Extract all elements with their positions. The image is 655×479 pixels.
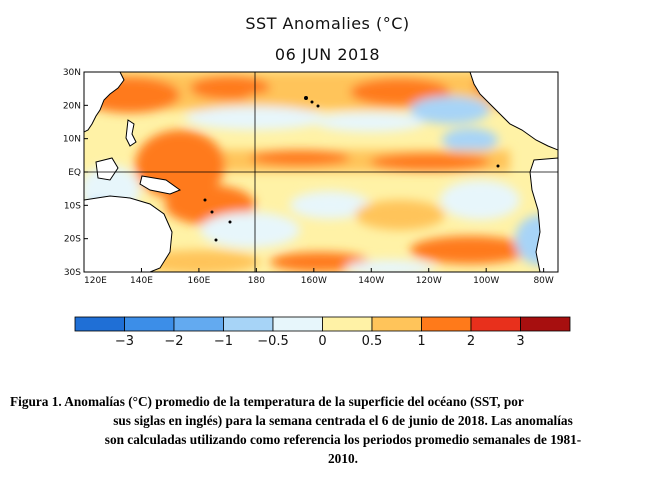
borneo bbox=[95, 157, 119, 181]
map-date: 06 JUN 2018 bbox=[274, 45, 381, 64]
colorbar-label: 0 bbox=[318, 334, 326, 349]
colorbar-swatch bbox=[421, 316, 472, 332]
lat-tick-label: 20N bbox=[63, 101, 81, 111]
lat-tick-label: 10N bbox=[63, 135, 81, 145]
colorbar: −3 −2 −1 −0.5 0 0.5 1 2 3 bbox=[74, 316, 571, 349]
lat-tick-label: 30N bbox=[63, 68, 81, 78]
colorbar-swatch bbox=[124, 316, 175, 332]
colorbar-label: 1 bbox=[417, 334, 425, 349]
colorbar-label: 2 bbox=[467, 334, 475, 349]
colorbar-label: −2 bbox=[164, 334, 183, 349]
caption-line-2: sus siglas en inglés) para la semana cen… bbox=[113, 413, 573, 428]
americas bbox=[469, 72, 558, 151]
colorbar-swatch bbox=[74, 316, 125, 332]
colorbar-swatch bbox=[272, 316, 323, 332]
colorbar-swatch bbox=[223, 316, 274, 332]
lon-tick-label: 140E bbox=[130, 276, 153, 286]
colorbar-label: 0.5 bbox=[362, 334, 383, 349]
latitude-ticks: 30N 20N 10N EQ 10S 20S 30S bbox=[63, 68, 88, 278]
caption-line-1: Figura 1. Anomalías (°C) promedio de la … bbox=[10, 394, 524, 409]
land-masses bbox=[84, 72, 558, 272]
colorbar-swatch bbox=[173, 316, 224, 332]
lon-tick-label: 160W bbox=[301, 276, 327, 286]
colorbar-swatch bbox=[470, 316, 521, 332]
lon-tick-label: 180 bbox=[248, 276, 265, 286]
lon-tick-label: 100W bbox=[473, 276, 499, 286]
colorbar-label: −3 bbox=[115, 334, 134, 349]
longitude-ticks: 120E 140E 160E 180 160W 140W 120W 100W 80W bbox=[83, 268, 554, 286]
colorbar-swatch bbox=[371, 316, 422, 332]
australia bbox=[84, 195, 173, 272]
lon-tick-label: 120E bbox=[84, 276, 107, 286]
map-title: SST Anomalies (°C) bbox=[245, 14, 410, 33]
lon-tick-label: 140W bbox=[358, 276, 384, 286]
lat-tick-label: EQ bbox=[68, 168, 81, 178]
caption-line-4: 2010. bbox=[328, 451, 358, 466]
caption-line-3: son calculadas utilizando como referenci… bbox=[104, 432, 582, 447]
lon-tick-label: 80W bbox=[533, 276, 553, 286]
sst-anomaly-map: 30N 20N 10N EQ 10S 20S 30S 120E 140E 160E 180 160W… bbox=[63, 68, 571, 349]
figure-caption: Figura 1. Anomalías (°C) promedio de la … bbox=[10, 392, 640, 468]
colorbar-label: −1 bbox=[214, 334, 233, 349]
lat-tick-label: 10S bbox=[64, 201, 81, 211]
colorbar-swatch bbox=[322, 316, 373, 332]
lat-tick-label: 30S bbox=[64, 268, 81, 278]
pacific-islands bbox=[203, 96, 500, 242]
colorbar-label: −0.5 bbox=[257, 334, 289, 349]
colorbar-swatch bbox=[520, 316, 571, 332]
lon-tick-label: 160E bbox=[187, 276, 210, 286]
asia-landmass bbox=[84, 72, 125, 133]
south-america bbox=[529, 157, 558, 272]
new-guinea bbox=[139, 175, 182, 195]
philippines bbox=[125, 119, 137, 147]
colorbar-label: 3 bbox=[516, 334, 524, 349]
lon-tick-label: 120W bbox=[416, 276, 442, 286]
lat-tick-label: 20S bbox=[64, 235, 81, 245]
